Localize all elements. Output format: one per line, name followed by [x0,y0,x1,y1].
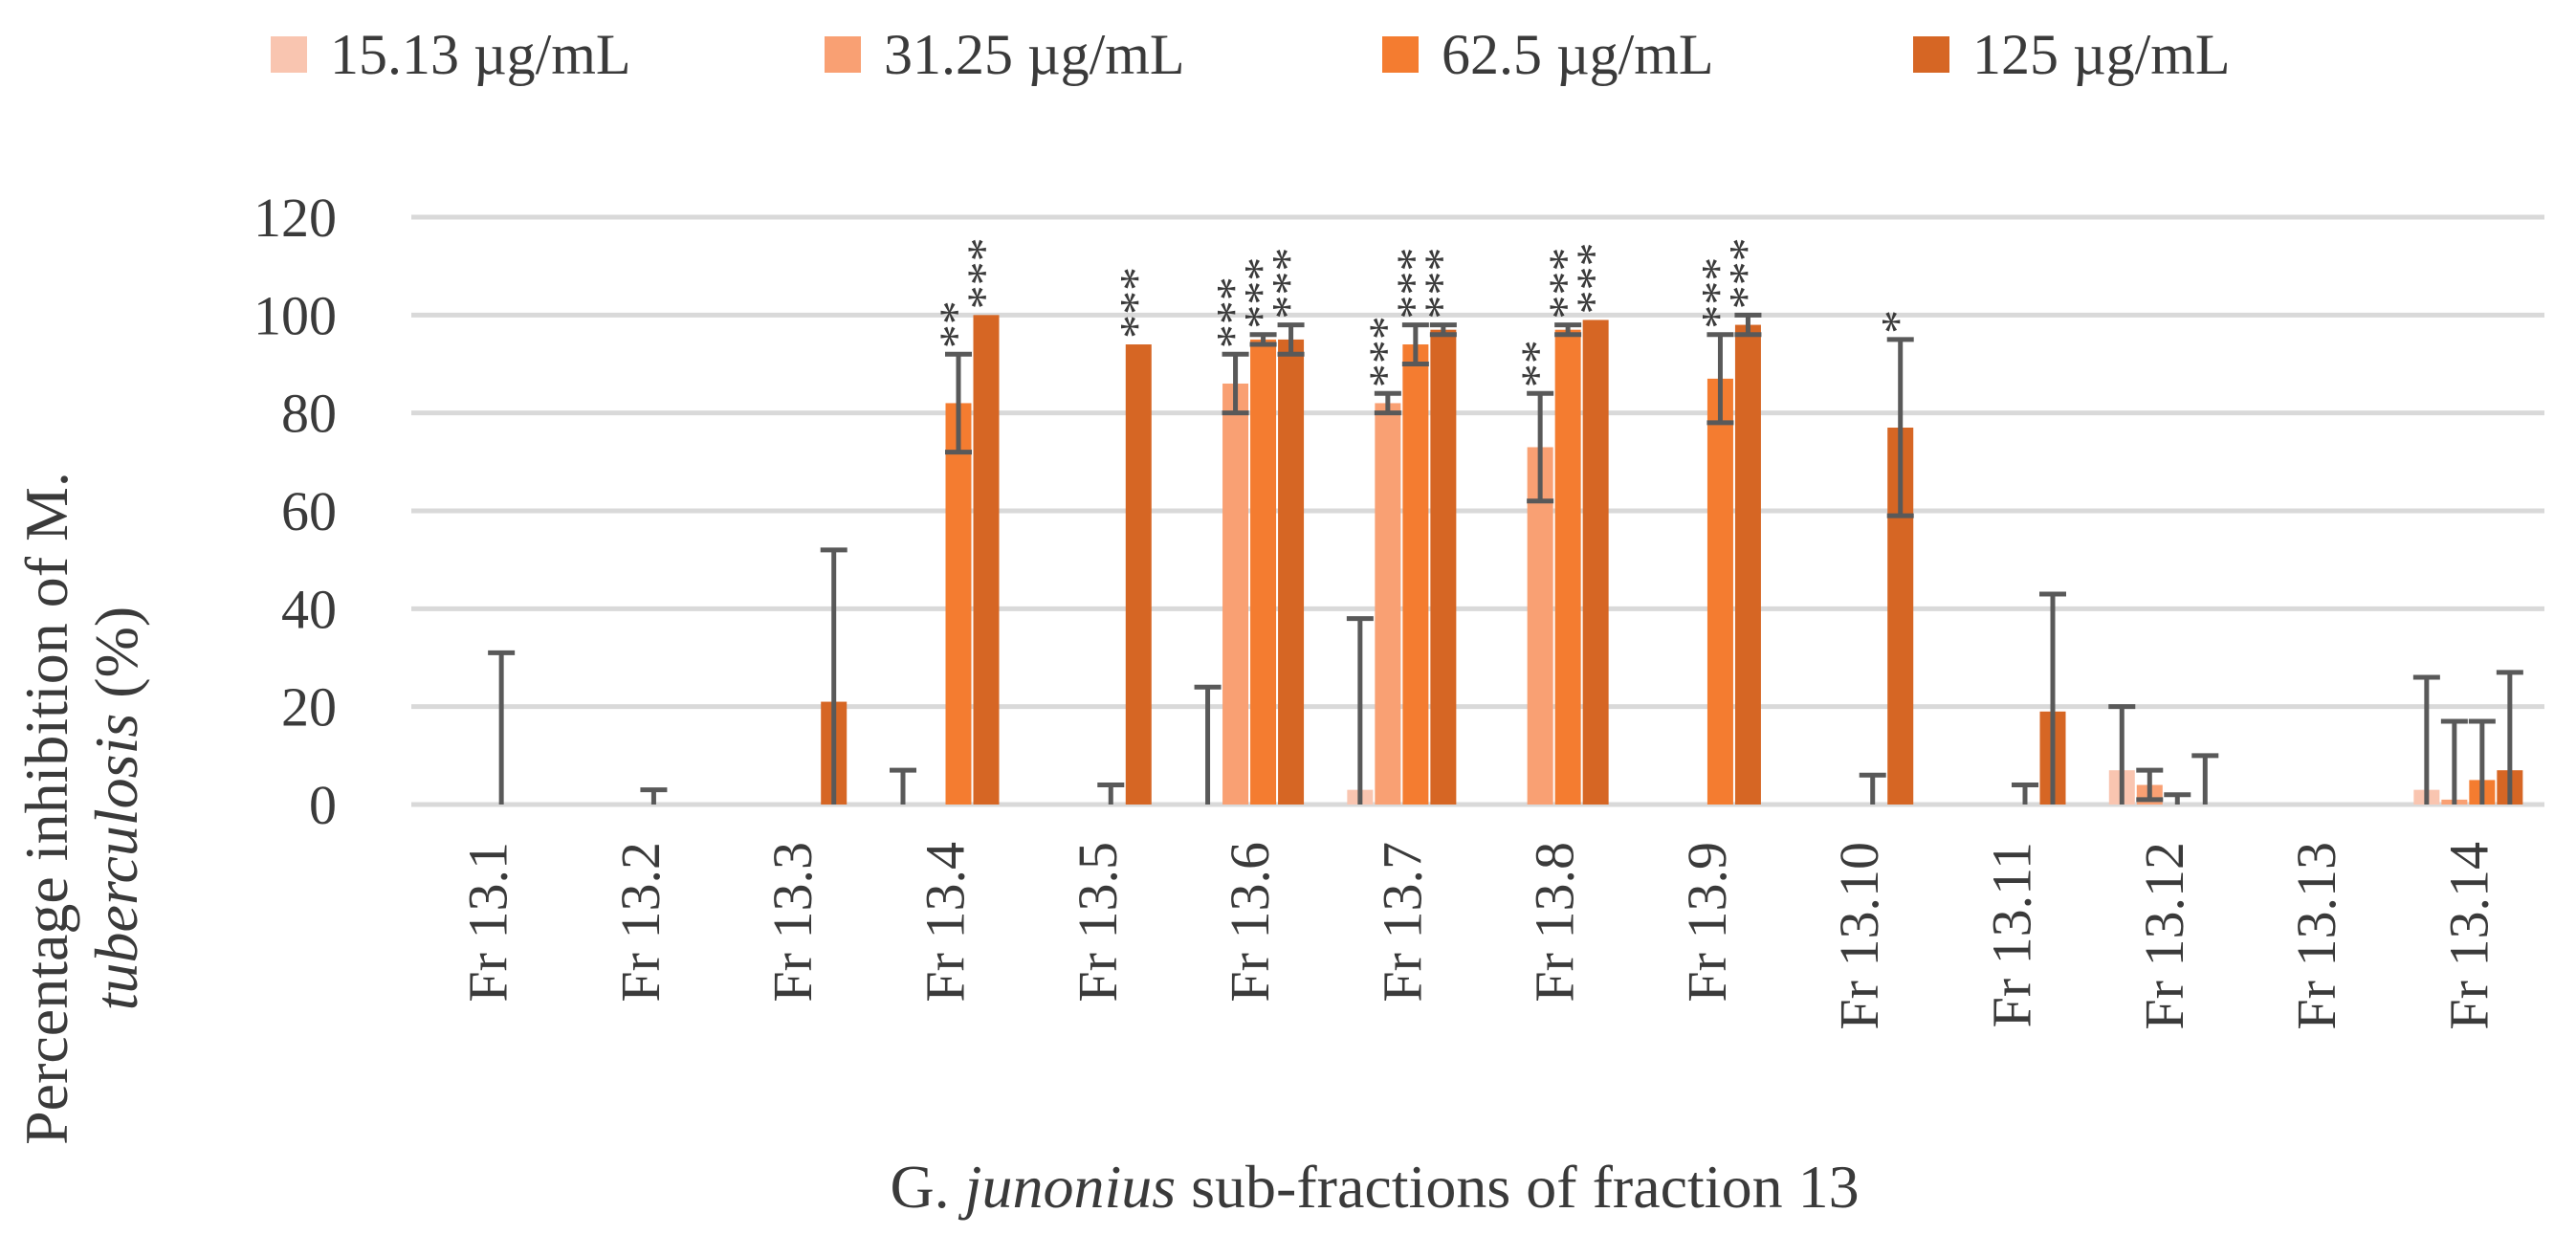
gridlines [411,214,2544,807]
significance-label: *** [957,237,1010,309]
bar [1582,320,1609,805]
y-axis-title-line2: tuberculosis (%) [82,606,150,1010]
legend-swatch [1913,36,1949,73]
error-bars [488,312,2523,805]
legend-swatch [271,36,307,73]
significance-label: *** [1566,242,1619,314]
legend-label: 62.5 µg/mL [1442,23,1714,86]
bar [1222,383,1249,805]
significance-label: * [1871,310,1925,334]
legend-label: 15.13 µg/mL [330,23,631,86]
significance-label: ** [1510,340,1564,387]
x-tick-label: Fr 13.10 [1828,842,1890,1030]
bar [1402,344,1429,805]
x-tick-label: Fr 13.14 [2437,842,2499,1030]
x-tick-label: Fr 13.6 [1219,842,1281,1003]
legend-label: 125 µg/mL [1972,23,2231,86]
significance-label: *** [1358,316,1412,387]
x-tick-label: Fr 13.3 [761,842,824,1003]
significance-stars: ***** *** ************************** ******… [929,237,1925,387]
significance-label: *** [1718,237,1772,309]
bar [1125,344,1152,805]
significance-label: *** [1262,248,1315,320]
significance-label: *** [1234,257,1288,329]
bar [973,315,1000,805]
bar [1706,378,1733,805]
significance-label: *** [1386,248,1440,320]
x-tick-label: Fr 13.4 [914,842,977,1003]
bar [1278,339,1305,805]
bar [1527,447,1553,805]
significance-label: ** [929,300,982,348]
y-tick-label: 0 [309,774,337,836]
x-tick-label: Fr 13.9 [1676,842,1738,1003]
y-axis-ticks: 0 20 40 60 80 100 120 [253,187,337,836]
significance-label: *** [1206,276,1260,348]
legend-swatch [825,36,861,73]
legend-label: 31.25 µg/mL [884,23,1185,86]
x-axis-title: G. junonius sub-fractions of fraction 13 [890,1153,1859,1221]
x-tick-label: Fr 13.2 [609,842,672,1003]
x-tick-label: Fr 13.5 [1067,842,1129,1003]
y-tick-label: 60 [281,480,337,542]
bar [1430,329,1457,805]
legend-swatch [1382,36,1419,73]
y-tick-label: 80 [281,383,337,445]
x-tick-label: Fr 13.8 [1524,842,1586,1003]
bar [1554,329,1581,805]
x-tick-label: Fr 13.11 [1981,842,2043,1027]
y-axis-title-line1: Percentage inhibition of M. [12,472,80,1145]
y-tick-label: 40 [281,578,337,640]
bar [945,403,972,805]
x-axis-ticks: Fr 13.1 Fr 13.2 Fr 13.3 Fr 13.4 Fr 13.5 Fr 13… [457,842,2500,1030]
x-tick-label: Fr 13.13 [2285,842,2347,1030]
y-tick-label: 20 [281,676,337,739]
legend: 15.13 µg/mL 31.25 µg/mL 62.5 µg/mL 125 µg/m… [271,23,2231,86]
y-tick-label: 100 [253,284,337,346]
bar [1375,403,1401,805]
significance-label: *** [1690,257,1744,329]
x-tick-label: Fr 13.7 [1371,842,1433,1003]
significance-label: *** [1109,267,1162,339]
bars [821,315,2523,805]
significance-label: *** [1414,248,1467,320]
y-tick-label: 120 [253,187,337,249]
significance-label: *** [1538,248,1592,320]
x-tick-label: Fr 13.12 [2133,842,2195,1030]
bar [1250,339,1277,805]
bar [1734,324,1761,805]
x-tick-label: Fr 13.1 [457,842,519,1003]
